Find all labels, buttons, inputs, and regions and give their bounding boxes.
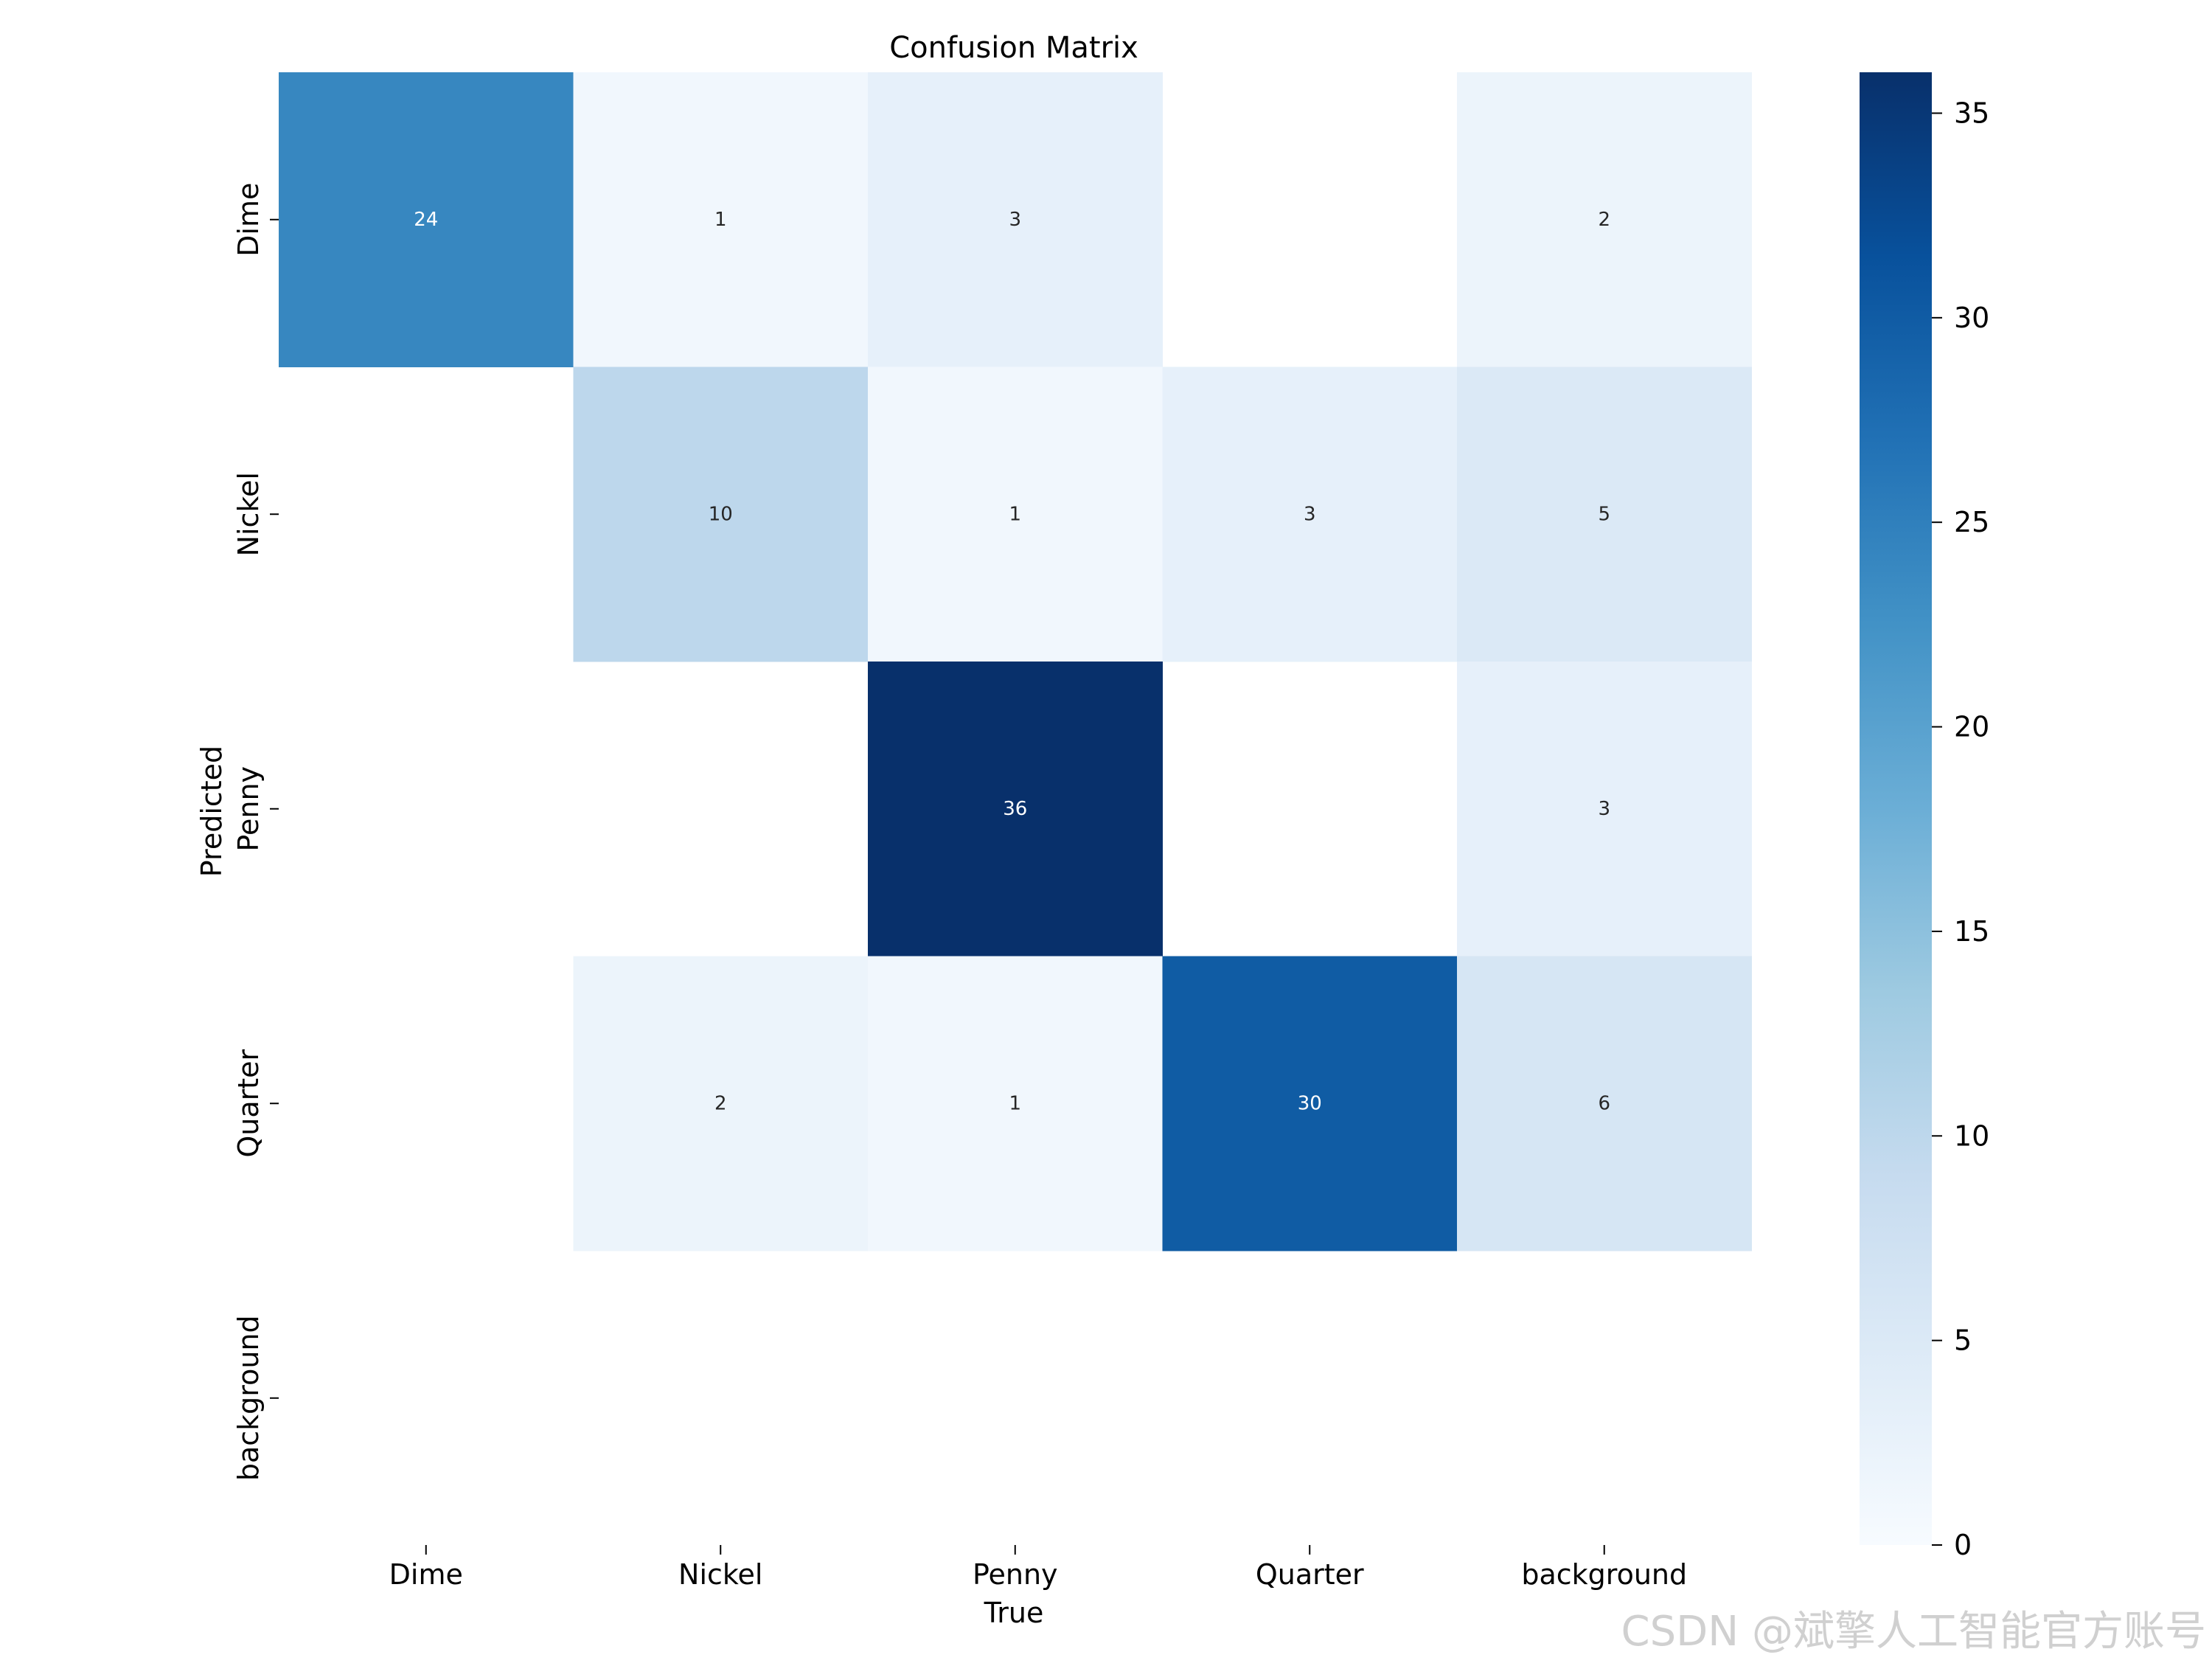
cell-value-label: 2 bbox=[1598, 209, 1610, 231]
x-tick-label: Dime bbox=[389, 1558, 463, 1591]
y-tick-label: Dime bbox=[232, 183, 265, 257]
heatmap-cell-3-2 bbox=[868, 956, 1163, 1251]
colorbar-tick-label: 10 bbox=[1954, 1119, 1989, 1152]
heatmap-cell-2-2 bbox=[868, 662, 1163, 957]
watermark-text: CSDN @斌擎人工智能官方账号 bbox=[1621, 1608, 2206, 1656]
heatmap-cell-0-4 bbox=[1457, 72, 1752, 367]
x-tick-label: Quarter bbox=[1256, 1558, 1364, 1591]
cell-value-label: 3 bbox=[1598, 798, 1610, 820]
y-tick-label: Quarter bbox=[232, 1049, 265, 1157]
heatmap-cells bbox=[279, 72, 1752, 1251]
heatmap-cell-3-4 bbox=[1457, 956, 1752, 1251]
cell-value-label: 5 bbox=[1598, 503, 1610, 525]
y-tick-label: Penny bbox=[232, 766, 265, 852]
cell-value-label: 3 bbox=[1304, 503, 1316, 525]
heatmap-cell-0-2 bbox=[868, 72, 1163, 367]
x-tick-label: Nickel bbox=[678, 1558, 762, 1591]
heatmap-cell-0-1 bbox=[573, 72, 869, 367]
cell-value-label: 30 bbox=[1298, 1092, 1322, 1114]
cell-value-label: 1 bbox=[714, 209, 727, 231]
heatmap-cell-1-4 bbox=[1457, 367, 1752, 662]
cell-value-label: 1 bbox=[1009, 503, 1021, 525]
y-axis-label: Predicted bbox=[195, 746, 228, 877]
colorbar-strip bbox=[1860, 72, 1932, 1545]
cell-value-label: 10 bbox=[709, 503, 733, 525]
heatmap-cell-3-3 bbox=[1162, 956, 1458, 1251]
heatmap-cell-3-1 bbox=[573, 956, 869, 1251]
x-tick-label: Penny bbox=[973, 1558, 1058, 1591]
x-axis-label: True bbox=[984, 1597, 1044, 1629]
y-tick-label: background bbox=[232, 1315, 265, 1481]
colorbar: 0 5 10 15 20 25 30 35 bbox=[1860, 72, 1989, 1561]
colorbar-tick-label: 35 bbox=[1954, 97, 1989, 129]
cell-value-label: 2 bbox=[714, 1092, 727, 1114]
colorbar-tick-label: 25 bbox=[1954, 506, 1989, 538]
colorbar-tick-label: 30 bbox=[1954, 302, 1989, 334]
colorbar-tick-label: 0 bbox=[1954, 1529, 1972, 1561]
heatmap-cell-2-4 bbox=[1457, 662, 1752, 957]
cell-value-label: 6 bbox=[1598, 1092, 1610, 1114]
heatmap-cell-1-3 bbox=[1162, 367, 1458, 662]
cell-value-label: 1 bbox=[1009, 1092, 1021, 1114]
heatmap-cell-1-1 bbox=[573, 367, 869, 662]
cell-value-label: 36 bbox=[1003, 798, 1027, 820]
heatmap-cell-labels: 24 1 3 210 1 3 536 32 1 30 6 bbox=[414, 209, 1610, 1115]
colorbar-tick-label: 5 bbox=[1954, 1325, 1972, 1357]
heatmap-cell-0-0 bbox=[279, 72, 574, 367]
y-tick-label: Nickel bbox=[232, 472, 265, 556]
colorbar-tick-label: 15 bbox=[1954, 915, 1989, 948]
cell-value-label: 3 bbox=[1009, 209, 1021, 231]
chart-title: Confusion Matrix bbox=[889, 31, 1138, 65]
cell-value-label: 24 bbox=[414, 209, 438, 231]
x-axis: Dime Nickel Penny Quarter background bbox=[389, 1545, 1687, 1591]
y-axis: Dime Nickel Penny Quarter background bbox=[232, 183, 279, 1481]
heatmap-cell-1-2 bbox=[868, 367, 1163, 662]
x-tick-label: background bbox=[1521, 1558, 1687, 1591]
colorbar-tick-label: 20 bbox=[1954, 711, 1989, 743]
